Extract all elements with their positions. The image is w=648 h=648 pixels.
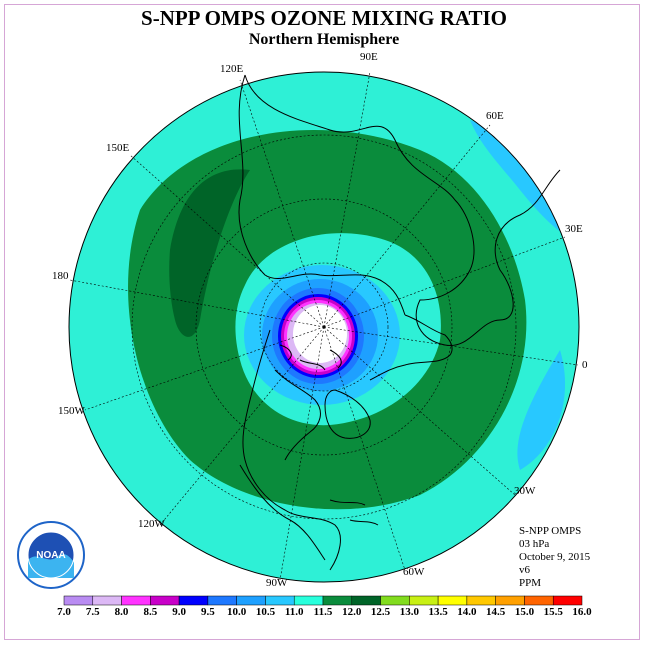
lon-label-60e: 60E bbox=[486, 110, 504, 122]
colorbar-tick-label: 9.5 bbox=[201, 606, 215, 618]
map-subtitle: Northern Hemisphere bbox=[248, 31, 400, 48]
ozone-patch-east bbox=[470, 120, 575, 240]
lon-label-60w: 60W bbox=[403, 566, 425, 578]
colorbar-tick-label: 9.0 bbox=[172, 606, 186, 618]
ozone-dark-patch bbox=[169, 169, 250, 337]
colorbar-tick-label: 10.0 bbox=[227, 606, 247, 618]
ozone-patch-south bbox=[517, 350, 566, 470]
colorbar-tick-label: 14.5 bbox=[486, 606, 506, 618]
colorbar-tick-label: 12.0 bbox=[342, 606, 362, 618]
colorbar-tick-label: 13.0 bbox=[399, 606, 419, 618]
lon-label-180: 180 bbox=[52, 270, 69, 282]
colorbar-tick-label: 16.0 bbox=[572, 606, 592, 618]
coast-europe bbox=[369, 314, 453, 381]
map-title: S-NPP OMPS OZONE MIXING RATIO bbox=[141, 6, 507, 30]
colorbar-tick-label: 8.5 bbox=[143, 606, 158, 618]
coast-central-america bbox=[239, 464, 326, 561]
colorbar-tick-label: 7.5 bbox=[85, 606, 100, 618]
coast-north-america bbox=[242, 329, 341, 571]
lon-label-150w: 150W bbox=[58, 405, 85, 417]
colorbar-tick-label: 7.0 bbox=[57, 606, 71, 618]
coast-caribbean bbox=[329, 499, 379, 526]
coast-greenland bbox=[324, 389, 371, 439]
lon-label-90w: 90W bbox=[266, 577, 288, 589]
logo-text: NOAA bbox=[36, 550, 65, 561]
lon-label-30e: 30E bbox=[565, 223, 583, 235]
coastlines bbox=[238, 74, 561, 571]
colorbar-tick-label: 11.0 bbox=[284, 606, 304, 618]
lon-label-150e: 150E bbox=[106, 142, 130, 154]
lon-label-90e: 90E bbox=[360, 51, 378, 63]
figure-border bbox=[4, 4, 640, 640]
info-date: October 9, 2015 bbox=[519, 551, 591, 563]
coast-eurasia bbox=[244, 74, 561, 346]
colorbar-tick-label: 13.5 bbox=[428, 606, 448, 618]
ozone-green-ring bbox=[128, 130, 527, 510]
coast-asia bbox=[238, 74, 406, 316]
info-block: S-NPP OMPS 03 hPa October 9, 2015 v6 PPM bbox=[519, 525, 590, 590]
info-units: PPM bbox=[519, 577, 542, 589]
map-outline bbox=[68, 71, 580, 583]
lon-label-120w: 120W bbox=[138, 518, 165, 530]
ozone-pole-center bbox=[293, 305, 347, 363]
lon-label-120e: 120E bbox=[220, 63, 244, 75]
info-level: 03 hPa bbox=[519, 538, 550, 550]
lon-label-0: 0 bbox=[582, 359, 588, 371]
colorbar-tick-label: 10.5 bbox=[255, 606, 276, 618]
colorbar-tick-label: 11.5 bbox=[313, 606, 333, 618]
coast-canada bbox=[274, 369, 321, 461]
graticule bbox=[69, 71, 579, 581]
colorbar-tick-label: 12.5 bbox=[370, 606, 391, 618]
colorbar-tick-label: 15.0 bbox=[514, 606, 535, 618]
colorbar-tick-label: 15.5 bbox=[543, 606, 563, 618]
noaa-logo: NOAA bbox=[17, 521, 85, 589]
colorbar-tick-label: 14.0 bbox=[457, 606, 477, 618]
lon-label-30w: 30W bbox=[514, 485, 536, 497]
colorbar-tick-label: 8.0 bbox=[114, 606, 129, 618]
info-instrument: S-NPP OMPS bbox=[519, 525, 582, 537]
info-version: v6 bbox=[519, 564, 530, 576]
